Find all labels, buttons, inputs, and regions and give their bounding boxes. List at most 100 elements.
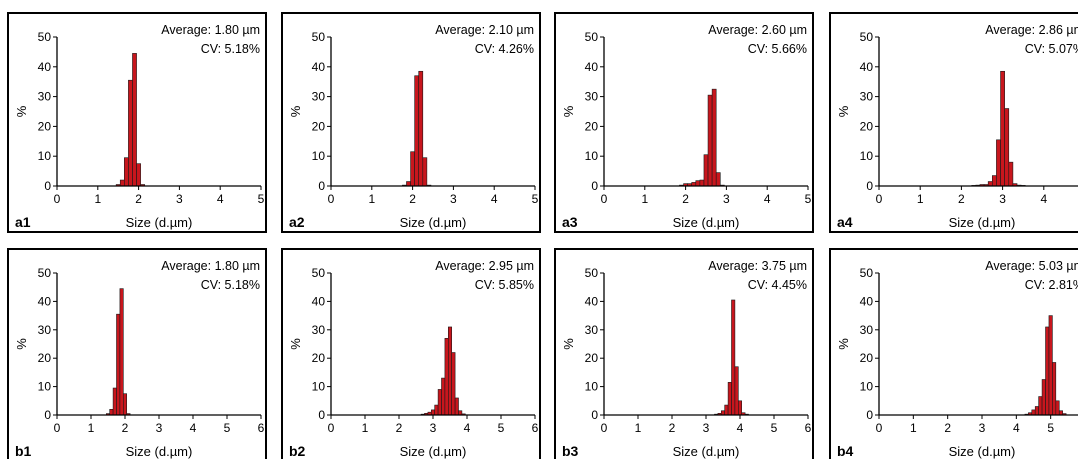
x-tick-label: 1 [362, 421, 369, 435]
histogram-bar [124, 157, 129, 187]
histogram-bar [1045, 326, 1050, 416]
histogram-panel-a1: 0 10 20 30 40 50 0 1 2 3 4 5% Size (d.µm) a1 Average: … [7, 12, 267, 233]
y-tick-label: 0 [318, 179, 325, 193]
y-tick-label: 20 [38, 351, 52, 365]
y-tick-label: 20 [860, 119, 874, 133]
y-tick-label: 10 [312, 149, 326, 163]
x-tick-label: 2 [396, 421, 403, 435]
y-tick-label: 10 [38, 380, 52, 394]
x-tick-label: 0 [328, 192, 335, 206]
y-axis-label: % [288, 105, 303, 117]
histogram-bar [1041, 379, 1046, 416]
y-tick-label: 20 [312, 119, 326, 133]
x-tick-label: 4 [217, 192, 224, 206]
y-tick-label: 50 [585, 266, 599, 280]
x-axis-label: Size (d.µm) [400, 215, 467, 230]
x-axis-label: Size (d.µm) [673, 444, 740, 459]
y-axis-label: % [561, 105, 576, 117]
histogram-panel-a3: 0 10 20 30 40 50 0 1 2 3 4 5% Size (d.µm) a3 Average: … [554, 12, 814, 233]
y-tick-label: 20 [312, 351, 326, 365]
histogram-bar [699, 179, 705, 187]
x-tick-label: 3 [450, 192, 457, 206]
histogram-bar [1034, 406, 1039, 416]
y-tick-label: 30 [860, 90, 874, 104]
y-axis-label: % [288, 338, 303, 350]
histogram-bar [119, 179, 125, 187]
panel-frame [554, 248, 814, 459]
y-tick-label: 30 [312, 90, 326, 104]
histogram-panel-b3: 0 10 20 30 40 50 0 1 2 3 4 5 6% Size (d.µm) b3 Average:… [554, 248, 814, 459]
x-tick-label: 0 [328, 421, 335, 435]
histogram-bar [731, 299, 736, 416]
x-tick-label: 2 [682, 192, 689, 206]
histogram-bar [996, 139, 1001, 187]
x-tick-label: 2 [958, 192, 965, 206]
histogram-bar [987, 181, 993, 187]
y-tick-label: 50 [38, 30, 52, 44]
y-tick-label: 40 [860, 60, 874, 74]
x-tick-label: 3 [703, 421, 710, 435]
x-tick-label: 3 [176, 192, 183, 206]
histogram-bar [703, 154, 709, 187]
y-tick-label: 40 [312, 294, 326, 308]
x-axis-label: Size (d.µm) [400, 444, 467, 459]
histogram-bar [128, 79, 133, 187]
average-annotation: Average: 1.80 µm [161, 259, 260, 273]
panel-frame [7, 12, 267, 233]
y-axis-label: % [836, 338, 851, 350]
y-tick-label: 10 [38, 149, 52, 163]
y-tick-label: 30 [585, 90, 599, 104]
y-tick-label: 40 [312, 60, 326, 74]
x-tick-label: 0 [54, 421, 61, 435]
cv-annotation: CV: 5.66% [748, 42, 807, 56]
cv-annotation: CV: 4.45% [748, 278, 807, 292]
x-axis-label: Size (d.µm) [126, 215, 193, 230]
histogram-bar [707, 94, 713, 187]
x-tick-label: 1 [641, 192, 648, 206]
x-tick-label: 3 [979, 421, 986, 435]
cv-annotation: CV: 5.18% [201, 42, 260, 56]
y-tick-label: 50 [585, 30, 599, 44]
y-tick-label: 50 [860, 266, 874, 280]
histogram-bar [441, 377, 446, 416]
x-tick-label: 5 [224, 421, 231, 435]
histogram-bar [1055, 400, 1060, 416]
panel-label: a4 [837, 214, 853, 230]
y-tick-label: 20 [585, 351, 599, 365]
histogram-bar [132, 53, 137, 187]
panel-label: a1 [15, 214, 31, 230]
y-tick-label: 50 [860, 30, 874, 44]
y-tick-label: 0 [591, 179, 598, 193]
x-tick-label: 6 [532, 421, 539, 435]
x-tick-label: 4 [737, 421, 744, 435]
histogram-bar [1038, 396, 1043, 416]
histogram-bar [1048, 315, 1053, 416]
histogram-bar [991, 175, 997, 187]
x-tick-label: 6 [258, 421, 265, 435]
histogram-bar [1004, 108, 1010, 187]
cv-annotation: CV: 5.85% [475, 278, 534, 292]
x-tick-label: 1 [94, 192, 101, 206]
histogram-bar [727, 382, 732, 416]
y-axis-label: % [14, 338, 29, 350]
panel-frame [829, 12, 1078, 233]
histogram-bar [447, 326, 452, 416]
histogram-bar [1031, 409, 1036, 416]
y-tick-label: 40 [38, 60, 52, 74]
y-tick-label: 10 [860, 380, 874, 394]
panel-label: a3 [562, 214, 578, 230]
cv-annotation: CV: 5.07% [1025, 42, 1078, 56]
panel-frame [554, 12, 814, 233]
x-tick-label: 1 [368, 192, 375, 206]
x-tick-label: 1 [910, 421, 917, 435]
x-tick-label: 4 [491, 192, 498, 206]
y-tick-label: 0 [866, 179, 873, 193]
x-tick-label: 3 [999, 192, 1006, 206]
histogram-bar [116, 313, 121, 416]
x-tick-label: 2 [944, 421, 951, 435]
y-tick-label: 40 [860, 294, 874, 308]
histogram-bar [437, 389, 442, 416]
y-tick-label: 30 [312, 323, 326, 337]
